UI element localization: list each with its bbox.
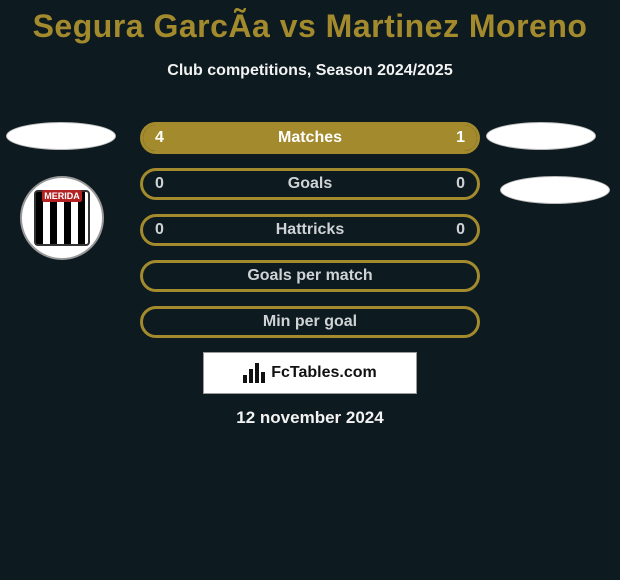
stat-value-right: 1 <box>456 129 465 147</box>
stat-label: Matches <box>278 129 342 147</box>
stat-value-left: 0 <box>155 175 164 193</box>
club-badge-stripes: MERIDA <box>34 190 90 246</box>
stat-label: Min per goal <box>263 313 357 331</box>
player-oval-right <box>500 176 610 204</box>
player-oval-left <box>6 122 116 150</box>
comparison-date: 12 november 2024 <box>0 408 620 428</box>
stat-row: Matches 4 1 <box>140 122 480 154</box>
page-title: Segura GarcÃ­a vs Martinez Moreno <box>0 8 620 45</box>
stat-value-left: 0 <box>155 221 164 239</box>
club-badge: MERIDA <box>20 176 104 260</box>
stat-rows: Matches 4 1 Goals 0 0 Hattricks 0 0 Goals per mat… <box>140 122 480 352</box>
stat-label: Goals <box>288 175 332 193</box>
page-subtitle: Club competitions, Season 2024/2025 <box>0 62 620 80</box>
stat-value-left: 4 <box>155 129 164 147</box>
stat-row: Hattricks 0 0 <box>140 214 480 246</box>
stat-value-right: 0 <box>456 175 465 193</box>
stat-label: Hattricks <box>276 221 344 239</box>
brand-text: FcTables.com <box>271 364 377 382</box>
stat-fill-right <box>410 125 477 151</box>
stat-fill-left <box>143 125 410 151</box>
stat-value-right: 0 <box>456 221 465 239</box>
brand-box[interactable]: FcTables.com <box>203 352 417 394</box>
stat-row: Goals per match <box>140 260 480 292</box>
bars-icon <box>243 363 267 383</box>
player-oval-right <box>486 122 596 150</box>
stat-row: Goals 0 0 <box>140 168 480 200</box>
stat-row: Min per goal <box>140 306 480 338</box>
club-badge-label: MERIDA <box>42 190 82 202</box>
stat-label: Goals per match <box>247 267 372 285</box>
comparison-canvas: Segura GarcÃ­a vs Martinez Moreno Club c… <box>0 0 620 580</box>
